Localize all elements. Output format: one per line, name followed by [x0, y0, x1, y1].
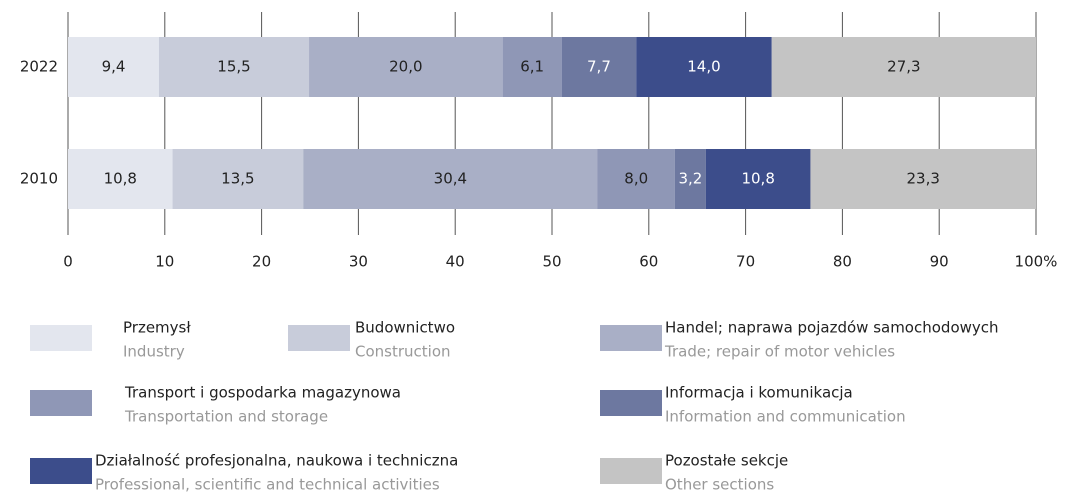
legend-label-en: Information and communication	[665, 408, 906, 426]
legend-label-en: Trade; repair of motor vehicles	[664, 343, 895, 361]
x-tick-label: 10	[155, 253, 174, 271]
legend-label: Informacja i komunikacja	[665, 384, 853, 402]
x-tick-label: 70	[736, 253, 755, 271]
x-tick-label: 80	[833, 253, 852, 271]
data-label: 10,8	[741, 170, 774, 188]
bar-segment	[771, 37, 1036, 97]
bar-segment	[309, 37, 503, 97]
y-tick-label: 2022	[20, 58, 58, 76]
data-label: 7,7	[587, 58, 611, 76]
bar-segment	[303, 149, 598, 209]
legend-swatch	[600, 390, 662, 416]
data-label: 20,0	[389, 58, 422, 76]
legend-label: Handel; naprawa pojazdów samochodowych	[665, 319, 999, 337]
x-tick-label: 100%	[1015, 253, 1058, 271]
x-tick-label: 0	[63, 253, 73, 271]
legend-label-en: Other sections	[665, 476, 774, 494]
legend-label: Budownictwo	[355, 319, 455, 337]
bar-segment	[705, 149, 811, 209]
x-tick-label: 20	[252, 253, 271, 271]
x-tick-label: 90	[930, 253, 949, 271]
bar-segment	[810, 149, 1036, 209]
legend-swatch	[30, 325, 92, 351]
data-label: 8,0	[624, 170, 648, 188]
legend-label-en: Construction	[355, 343, 451, 361]
legend-swatch	[600, 325, 662, 351]
bar-segment	[68, 37, 159, 97]
bar-segment	[158, 37, 310, 97]
legend-label-en: Professional, scientific and technical a…	[95, 476, 440, 494]
legend-swatch	[30, 458, 92, 484]
legend-label-en: Industry	[123, 343, 185, 361]
legend-label: Działalność profesjonalna, naukowa i tec…	[95, 452, 458, 470]
bar-segment	[561, 37, 637, 97]
data-label: 10,8	[104, 170, 137, 188]
bar-segment	[68, 149, 173, 209]
data-label: 3,2	[678, 170, 702, 188]
x-tick-label: 40	[446, 253, 465, 271]
bar-segment	[597, 149, 675, 209]
data-label: 15,5	[217, 58, 250, 76]
legend-swatch	[288, 325, 350, 351]
legend-label: Przemysł	[123, 319, 191, 337]
bar-segment	[172, 149, 304, 209]
data-label: 6,1	[520, 58, 544, 76]
data-label: 30,4	[434, 170, 467, 188]
data-label: 9,4	[102, 58, 126, 76]
y-tick-label: 2010	[20, 170, 58, 188]
x-tick-label: 50	[542, 253, 561, 271]
bar-segment	[636, 37, 772, 97]
x-tick-label: 30	[349, 253, 368, 271]
legend-swatch	[30, 390, 92, 416]
data-label: 27,3	[887, 58, 920, 76]
legend-label-en: Transportation and storage	[124, 408, 328, 426]
legend-swatch	[600, 458, 662, 484]
x-tick-label: 60	[639, 253, 658, 271]
bar-segment	[502, 37, 562, 97]
data-label: 23,3	[907, 170, 940, 188]
legend-label: Transport i gospodarka magazynowa	[124, 384, 401, 402]
legend-label: Pozostałe sekcje	[665, 452, 788, 470]
data-label: 13,5	[221, 170, 254, 188]
bar-segment	[674, 149, 706, 209]
data-label: 14,0	[687, 58, 720, 76]
